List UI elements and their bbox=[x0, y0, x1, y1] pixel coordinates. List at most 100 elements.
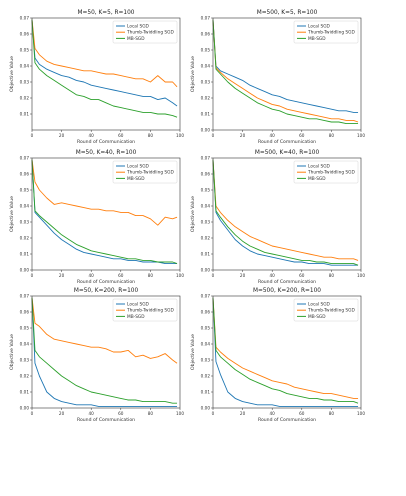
legend-box bbox=[293, 160, 359, 184]
y-tick-label: 0.07 bbox=[20, 294, 30, 299]
y-axis-label: Objective Value bbox=[190, 56, 196, 92]
y-tick-label: 0.05 bbox=[201, 48, 211, 53]
y-tick-label: 0.04 bbox=[20, 64, 30, 69]
plot-frame bbox=[31, 157, 181, 271]
series-line-thumb-twiddling-sgd bbox=[212, 19, 359, 123]
x-tick-label: 60 bbox=[299, 411, 305, 416]
series-line-local-sgd bbox=[31, 297, 178, 407]
x-tick-label: 60 bbox=[118, 273, 124, 278]
y-tick-label: 0.07 bbox=[201, 16, 211, 21]
legend-label-thumb-twiddling-sgd: Thumb-Twiddling SGD bbox=[126, 30, 174, 36]
legend-label-local-sgd: Local SGD bbox=[127, 24, 150, 30]
x-tick-label: 0 bbox=[212, 273, 215, 278]
chart-panel-3: M=50, K=40, R=100 0 20 40 60 80 100 0.00 0.01 0.0… bbox=[9, 150, 184, 285]
y-tick-label: 0.05 bbox=[20, 48, 30, 53]
legend-label-local-sgd: Local SGD bbox=[308, 302, 331, 308]
x-tick-label: 80 bbox=[329, 133, 335, 138]
y-tick-label: 0.04 bbox=[20, 204, 30, 209]
y-tick-label: 0.06 bbox=[20, 310, 30, 315]
x-axis-label: Round of Communication bbox=[258, 417, 316, 423]
chart-title: M=500, K=40, R=100 bbox=[255, 150, 320, 156]
x-tick-label: 40 bbox=[270, 133, 276, 138]
series-line-mb-sgd bbox=[212, 297, 359, 404]
legend-label-mb-sgd: MB-SGD bbox=[308, 36, 326, 42]
x-tick-label: 0 bbox=[212, 411, 215, 416]
x-tick-label: 60 bbox=[118, 133, 124, 138]
legend-label-thumb-twiddling-sgd: Thumb-Twiddling SGD bbox=[126, 170, 174, 176]
x-tick-label: 100 bbox=[357, 273, 365, 278]
series-line-local-sgd bbox=[212, 297, 359, 407]
y-tick-label: 0.06 bbox=[201, 172, 211, 177]
x-tick-label: 100 bbox=[176, 273, 184, 278]
y-tick-label: 0.02 bbox=[20, 96, 30, 101]
x-tick-label: 0 bbox=[31, 411, 34, 416]
y-tick-label: 0.05 bbox=[201, 188, 211, 193]
series-line-mb-sgd bbox=[31, 19, 178, 118]
x-tick-label: 80 bbox=[148, 411, 154, 416]
y-tick-label: 0.07 bbox=[20, 156, 30, 161]
chart-panel-6: M=500, K=200, R=100 0 20 40 60 80 100 0.00 0.01 0… bbox=[190, 288, 365, 423]
y-tick-label: 0.06 bbox=[201, 32, 211, 37]
y-tick-label: 0.05 bbox=[20, 188, 30, 193]
plot-frame bbox=[31, 17, 181, 131]
y-tick-label: 0.02 bbox=[201, 236, 211, 241]
y-tick-label: 0.00 bbox=[20, 406, 30, 411]
x-tick-label: 20 bbox=[240, 273, 246, 278]
y-tick-label: 0.07 bbox=[20, 16, 30, 21]
y-tick-label: 0.01 bbox=[201, 252, 211, 257]
legend-label-mb-sgd: MB-SGD bbox=[127, 314, 145, 320]
y-tick-label: 0.02 bbox=[201, 374, 211, 379]
plot-frame bbox=[212, 17, 362, 131]
x-axis-label: Round of Communication bbox=[77, 139, 135, 145]
x-tick-label: 100 bbox=[357, 411, 365, 416]
x-tick-label: 40 bbox=[89, 133, 95, 138]
x-tick-label: 0 bbox=[212, 133, 215, 138]
legend-box bbox=[112, 298, 178, 322]
y-tick-label: 0.02 bbox=[20, 236, 30, 241]
x-axis-label: Round of Communication bbox=[258, 139, 316, 145]
x-tick-label: 80 bbox=[148, 273, 154, 278]
legend-label-mb-sgd: MB-SGD bbox=[308, 176, 326, 182]
series-line-thumb-twiddling-sgd bbox=[212, 297, 359, 399]
y-tick-label: 0.06 bbox=[201, 310, 211, 315]
series-line-mb-sgd bbox=[212, 19, 359, 125]
y-tick-label: 0.07 bbox=[201, 294, 211, 299]
plot-frame bbox=[212, 295, 362, 409]
y-tick-label: 0.03 bbox=[20, 358, 30, 363]
chart-title: M=500, K=200, R=100 bbox=[253, 288, 321, 294]
legend-label-local-sgd: Local SGD bbox=[308, 24, 331, 30]
y-tick-label: 0.03 bbox=[201, 80, 211, 85]
chart-panel-4: M=500, K=40, R=100 0 20 40 60 80 100 0.00 0.01 0.… bbox=[190, 150, 365, 285]
y-tick-label: 0.01 bbox=[201, 390, 211, 395]
y-tick-label: 0.04 bbox=[20, 342, 30, 347]
legend-label-thumb-twiddling-sgd: Thumb-Twiddling SGD bbox=[307, 30, 355, 36]
y-axis-label: Objective Value bbox=[9, 196, 15, 232]
y-axis-label: Objective Value bbox=[190, 196, 196, 232]
y-tick-label: 0.04 bbox=[201, 204, 211, 209]
y-tick-label: 0.00 bbox=[201, 268, 211, 273]
legend-label-thumb-twiddling-sgd: Thumb-Twiddling SGD bbox=[126, 308, 174, 314]
legend-box bbox=[112, 20, 178, 44]
y-tick-label: 0.04 bbox=[201, 342, 211, 347]
x-axis-label: Round of Communication bbox=[258, 279, 316, 285]
series-line-thumb-twiddling-sgd bbox=[212, 159, 359, 261]
x-axis-label: Round of Communication bbox=[77, 279, 135, 285]
legend-label-mb-sgd: MB-SGD bbox=[127, 176, 145, 182]
y-tick-label: 0.03 bbox=[20, 80, 30, 85]
series-line-thumb-twiddling-sgd bbox=[31, 19, 178, 88]
y-tick-label: 0.07 bbox=[201, 156, 211, 161]
legend-box bbox=[293, 20, 359, 44]
chart-title: M=50, K=5, R=100 bbox=[78, 10, 135, 16]
x-tick-label: 100 bbox=[357, 133, 365, 138]
y-tick-label: 0.05 bbox=[201, 326, 211, 331]
legend-label-thumb-twiddling-sgd: Thumb-Twiddling SGD bbox=[307, 170, 355, 176]
chart-panel-2: M=500, K=5, R=100 0 20 40 60 80 100 0.00 0.01 0.0… bbox=[190, 10, 365, 145]
y-tick-label: 0.03 bbox=[201, 220, 211, 225]
y-tick-label: 0.03 bbox=[201, 358, 211, 363]
series-line-local-sgd bbox=[31, 19, 178, 107]
series-line-mb-sgd bbox=[212, 159, 359, 266]
y-tick-label: 0.05 bbox=[20, 326, 30, 331]
